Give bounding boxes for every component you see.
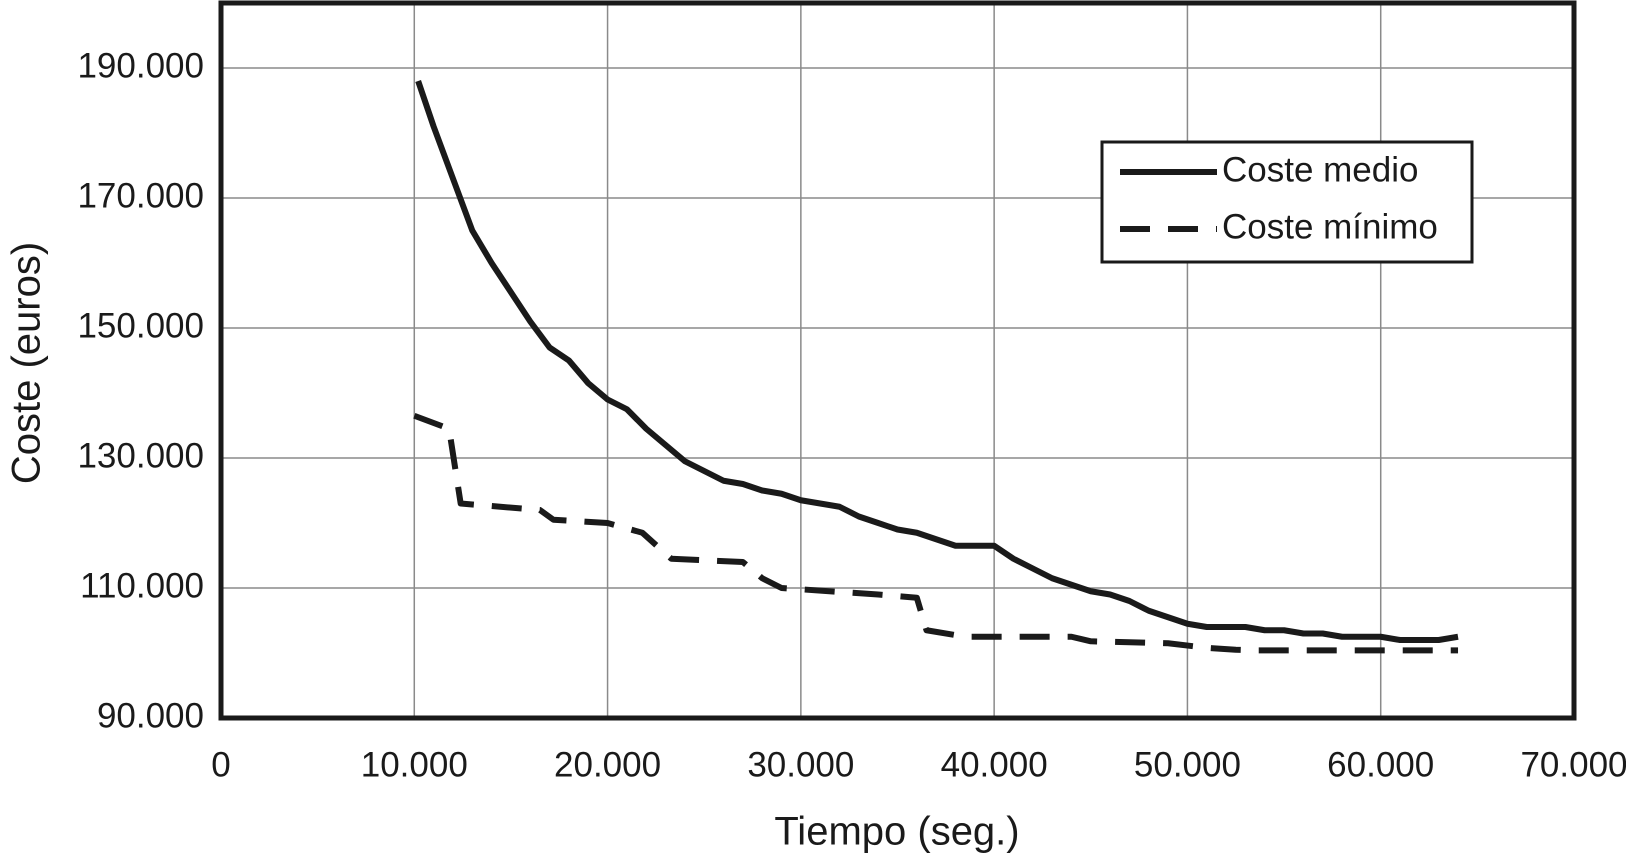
x-tick-label: 30.000 (747, 745, 854, 784)
y-tick-label: 170.000 (77, 176, 204, 215)
y-tick-label: 110.000 (80, 566, 204, 605)
legend-box (1100, 140, 1474, 264)
x-tick-label: 20.000 (554, 745, 661, 784)
y-tick-label: 190.000 (77, 46, 204, 85)
y-tick-label: 130.000 (77, 436, 204, 475)
x-tick-label: 50.000 (1134, 745, 1241, 784)
x-tick-label: 70.000 (1520, 745, 1626, 784)
series-line (415, 80, 1459, 643)
x-tick-label: 0 (211, 745, 230, 784)
x-tick-label: 40.000 (941, 745, 1048, 784)
x-tick-label: 60.000 (1327, 745, 1434, 784)
plot-frame (218, 0, 1577, 721)
y-axis-title: Coste (euros) (5, 242, 49, 484)
legend-label: Coste mínimo (1222, 207, 1438, 246)
y-tick-label: 150.000 (77, 306, 204, 345)
x-tick-label: 10.000 (361, 745, 468, 784)
y-tick-label: 90.000 (97, 696, 204, 735)
x-axis-title: Tiempo (seg.) (774, 810, 1019, 854)
series-line (413, 412, 1459, 654)
legend-label: Coste medio (1222, 150, 1418, 189)
